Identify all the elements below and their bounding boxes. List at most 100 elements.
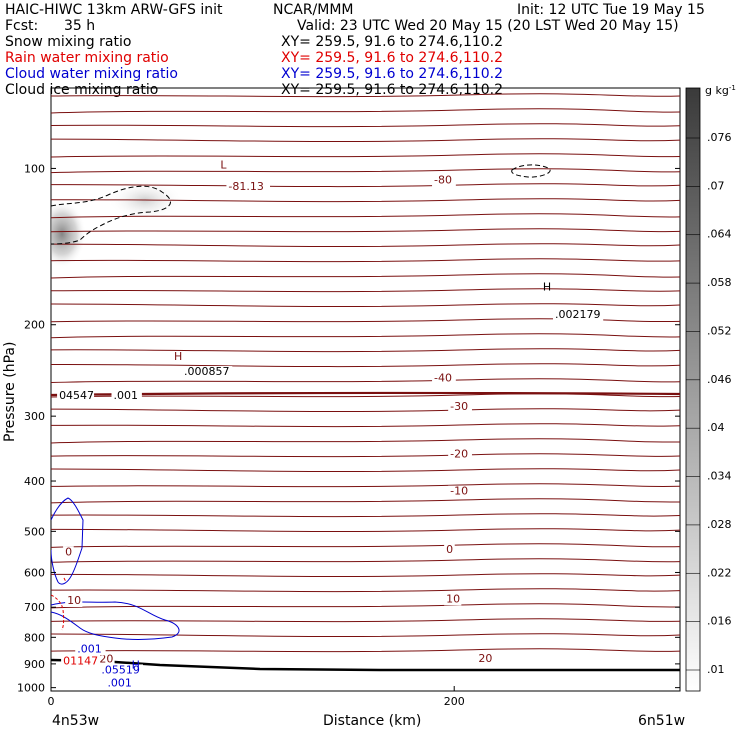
temperature-contour-extremum-marker: L bbox=[220, 158, 227, 171]
y-tick-label: 800 bbox=[24, 631, 45, 644]
snow-contour-label-bg bbox=[57, 389, 95, 402]
isotherm-line bbox=[51, 93, 680, 98]
colorbar-tick-label: .046 bbox=[707, 373, 732, 386]
snow-contour-label: .001 bbox=[113, 389, 138, 402]
field-name: Snow mixing ratio bbox=[5, 34, 131, 50]
cloud-water-contour-extremum-marker: H bbox=[132, 659, 140, 672]
y-tick-label: 600 bbox=[24, 566, 45, 579]
init-time: Init: 12 UTC Tue 19 May 15 bbox=[517, 2, 705, 18]
snow-contour-label-bg bbox=[182, 366, 233, 379]
y-tick-label: 900 bbox=[24, 658, 45, 671]
temperature-contour-label: -81.13 bbox=[228, 180, 263, 193]
x-tick-label: 0 bbox=[48, 695, 55, 708]
colorbar-tick-label: .034 bbox=[707, 470, 732, 483]
cloud-water-contour-label-bg bbox=[75, 643, 106, 656]
x-tick-label: 200 bbox=[444, 695, 465, 708]
isotherm-line bbox=[51, 393, 680, 398]
isotherm-line bbox=[51, 423, 680, 428]
snow-contour-label: 04547 bbox=[59, 389, 94, 402]
isotherm-line bbox=[51, 528, 680, 533]
temperature-contour-label-bg bbox=[444, 543, 455, 556]
colorbar-ticks: .076 .07 .064 .058 .052 .046 .04 .034 .028 .022 .0… bbox=[686, 131, 732, 676]
x-axis-title: Distance (km) bbox=[323, 713, 421, 729]
isotherm-line bbox=[51, 363, 680, 368]
temperature-contour-label: -80 bbox=[434, 174, 452, 187]
isotherm-line bbox=[51, 408, 680, 413]
isotherm-line bbox=[51, 648, 680, 653]
field-name: Cloud water mixing ratio bbox=[5, 66, 178, 82]
y-tick-label: 300 bbox=[24, 410, 45, 423]
temperature-contour-label: 20 bbox=[99, 653, 113, 666]
temperature-contour-extremum-marker: H bbox=[174, 350, 182, 363]
cloud-water-contour-upper bbox=[51, 497, 84, 585]
contour-labels: -80 -81.13 -40 -30 -20 -10 0 0 10 10 20 20 L H .002179… bbox=[57, 158, 604, 690]
colorbar-tick-label: .028 bbox=[707, 518, 732, 531]
isotherm-line bbox=[51, 603, 680, 609]
snow-contour-label: .000857 bbox=[184, 365, 230, 378]
temperature-contour-label: 0 bbox=[446, 543, 453, 556]
y-axis-title: Pressure (hPa) bbox=[2, 342, 18, 442]
isotherm-line bbox=[51, 573, 680, 578]
temperature-contour-label: 10 bbox=[446, 592, 460, 605]
x-end-label: 6n51w bbox=[638, 713, 685, 729]
temperature-contour-label: 0 bbox=[65, 545, 72, 558]
isotherm-line bbox=[51, 483, 680, 488]
snow-contour-label-bg bbox=[111, 389, 142, 402]
forecast-label: Fcst: bbox=[5, 18, 38, 34]
isotherm-line bbox=[51, 543, 680, 548]
isotherm-line bbox=[51, 333, 680, 339]
temperature-contour-label: -20 bbox=[450, 447, 468, 460]
snow-contour-right bbox=[511, 164, 551, 178]
temperature-contour-label: -40 bbox=[434, 371, 452, 384]
y-tick-label: 200 bbox=[24, 319, 45, 332]
colorbar-tick-label: .022 bbox=[707, 566, 732, 579]
temperature-contour-label: 20 bbox=[478, 652, 492, 665]
colorbar-tick-label: .07 bbox=[707, 179, 725, 192]
cloud-water-contour-label-bg bbox=[99, 664, 144, 677]
colorbar-tick-label: .058 bbox=[707, 276, 732, 289]
forecast-hours: 35 h bbox=[64, 18, 95, 34]
colorbar-tick-label: .016 bbox=[707, 615, 732, 628]
colorbar-unit: g kg-1 bbox=[705, 84, 736, 97]
temperature-contour-label-bg bbox=[432, 174, 456, 187]
temperature-contour-label: 10 bbox=[67, 594, 81, 607]
model-title: HAIC-HIWC 13km ARW-GFS init bbox=[5, 2, 223, 18]
rain-contour-label: 01147 bbox=[63, 654, 98, 667]
rain-contour bbox=[51, 577, 67, 631]
x-start-label: 4n53w bbox=[52, 713, 99, 729]
isotherm-line bbox=[51, 213, 680, 219]
temperature-contour-label-bg bbox=[444, 593, 462, 606]
y-tick-label: 700 bbox=[24, 601, 45, 614]
isotherm-line bbox=[51, 588, 680, 593]
field-xy: XY= 259.5, 91.6 to 274.6,110.2 bbox=[281, 50, 503, 66]
isotherm-line bbox=[51, 318, 680, 323]
colorbar-tick-label: .052 bbox=[707, 324, 732, 337]
isotherm-line bbox=[51, 453, 680, 458]
temperature-contour-label-bg bbox=[448, 448, 472, 461]
surface-pressure-line bbox=[51, 658, 680, 672]
snow-contour-main bbox=[51, 185, 171, 245]
isotherm-line bbox=[51, 153, 680, 158]
field-legend: Snow mixing ratio XY= 259.5, 91.6 to 274.… bbox=[5, 34, 503, 98]
cloud-water-contour-label-bg bbox=[105, 677, 136, 690]
temperature-contour-label-bg bbox=[448, 401, 472, 414]
valid-time: Valid: 23 UTC Wed 20 May 15 (20 LST Wed … bbox=[297, 18, 679, 34]
isotherm-line bbox=[51, 108, 680, 114]
isotherm-line bbox=[51, 168, 680, 174]
temperature-contour-label: -30 bbox=[450, 400, 468, 413]
isotherm-line bbox=[51, 243, 680, 248]
temperature-contour-label-bg bbox=[226, 180, 271, 193]
isotherm-line bbox=[51, 303, 680, 308]
snow-contour-label: .002179 bbox=[555, 308, 601, 321]
colorbar-tick-label: .064 bbox=[707, 228, 732, 241]
snow-contour-label-bg bbox=[553, 308, 604, 321]
isotherm-line bbox=[51, 348, 680, 353]
isotherm-line bbox=[51, 438, 680, 444]
temperature-contour-label-bg bbox=[65, 594, 83, 607]
temperature-contours bbox=[51, 93, 680, 653]
isotherm-line bbox=[51, 288, 680, 293]
cloud-water-contour-label: .001 bbox=[107, 677, 132, 690]
temperature-contour-label-bg bbox=[432, 372, 456, 385]
